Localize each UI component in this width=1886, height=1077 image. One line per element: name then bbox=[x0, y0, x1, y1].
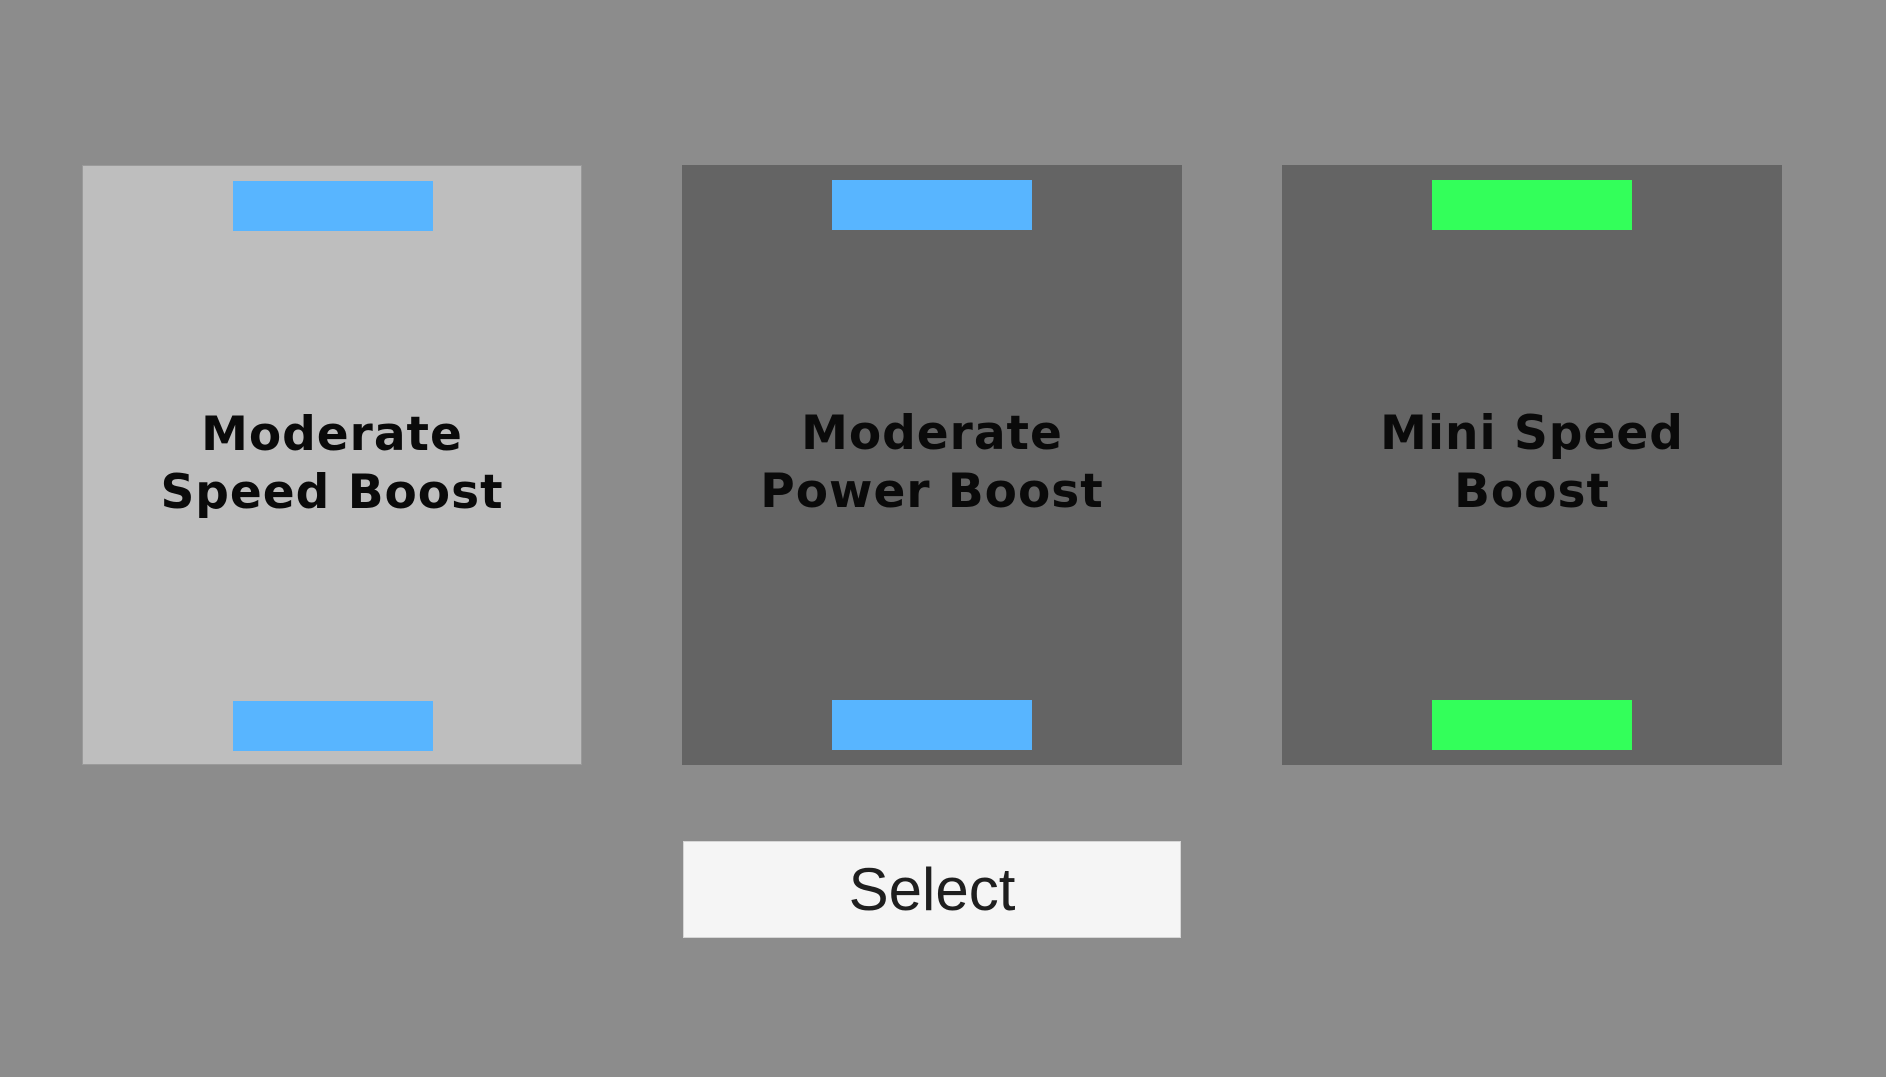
card-title-line: Boost bbox=[1454, 464, 1610, 519]
card-title: Mini Speed Boost bbox=[1322, 405, 1742, 521]
card-bottom-stripe bbox=[832, 700, 1032, 750]
card-title-line: Speed Boost bbox=[160, 465, 504, 520]
card-bottom-stripe bbox=[233, 701, 433, 751]
card-title: Moderate Speed Boost bbox=[123, 406, 541, 522]
upgrade-card-mini-speed-boost[interactable]: Mini Speed Boost bbox=[1282, 165, 1782, 765]
card-top-stripe bbox=[832, 180, 1032, 230]
card-top-stripe bbox=[1432, 180, 1632, 230]
select-button-label: Select bbox=[848, 856, 1016, 923]
card-bottom-stripe bbox=[1432, 700, 1632, 750]
card-title-line: Moderate bbox=[801, 406, 1063, 461]
upgrade-card-moderate-speed-boost[interactable]: Moderate Speed Boost bbox=[82, 165, 582, 765]
card-title: Moderate Power Boost bbox=[722, 405, 1142, 521]
card-title-line: Mini Speed bbox=[1380, 406, 1684, 461]
card-top-stripe bbox=[233, 181, 433, 231]
card-title-line: Moderate bbox=[201, 407, 463, 462]
select-button[interactable]: Select bbox=[683, 841, 1181, 938]
upgrade-card-moderate-power-boost[interactable]: Moderate Power Boost bbox=[682, 165, 1182, 765]
card-title-line: Power Boost bbox=[760, 464, 1104, 519]
